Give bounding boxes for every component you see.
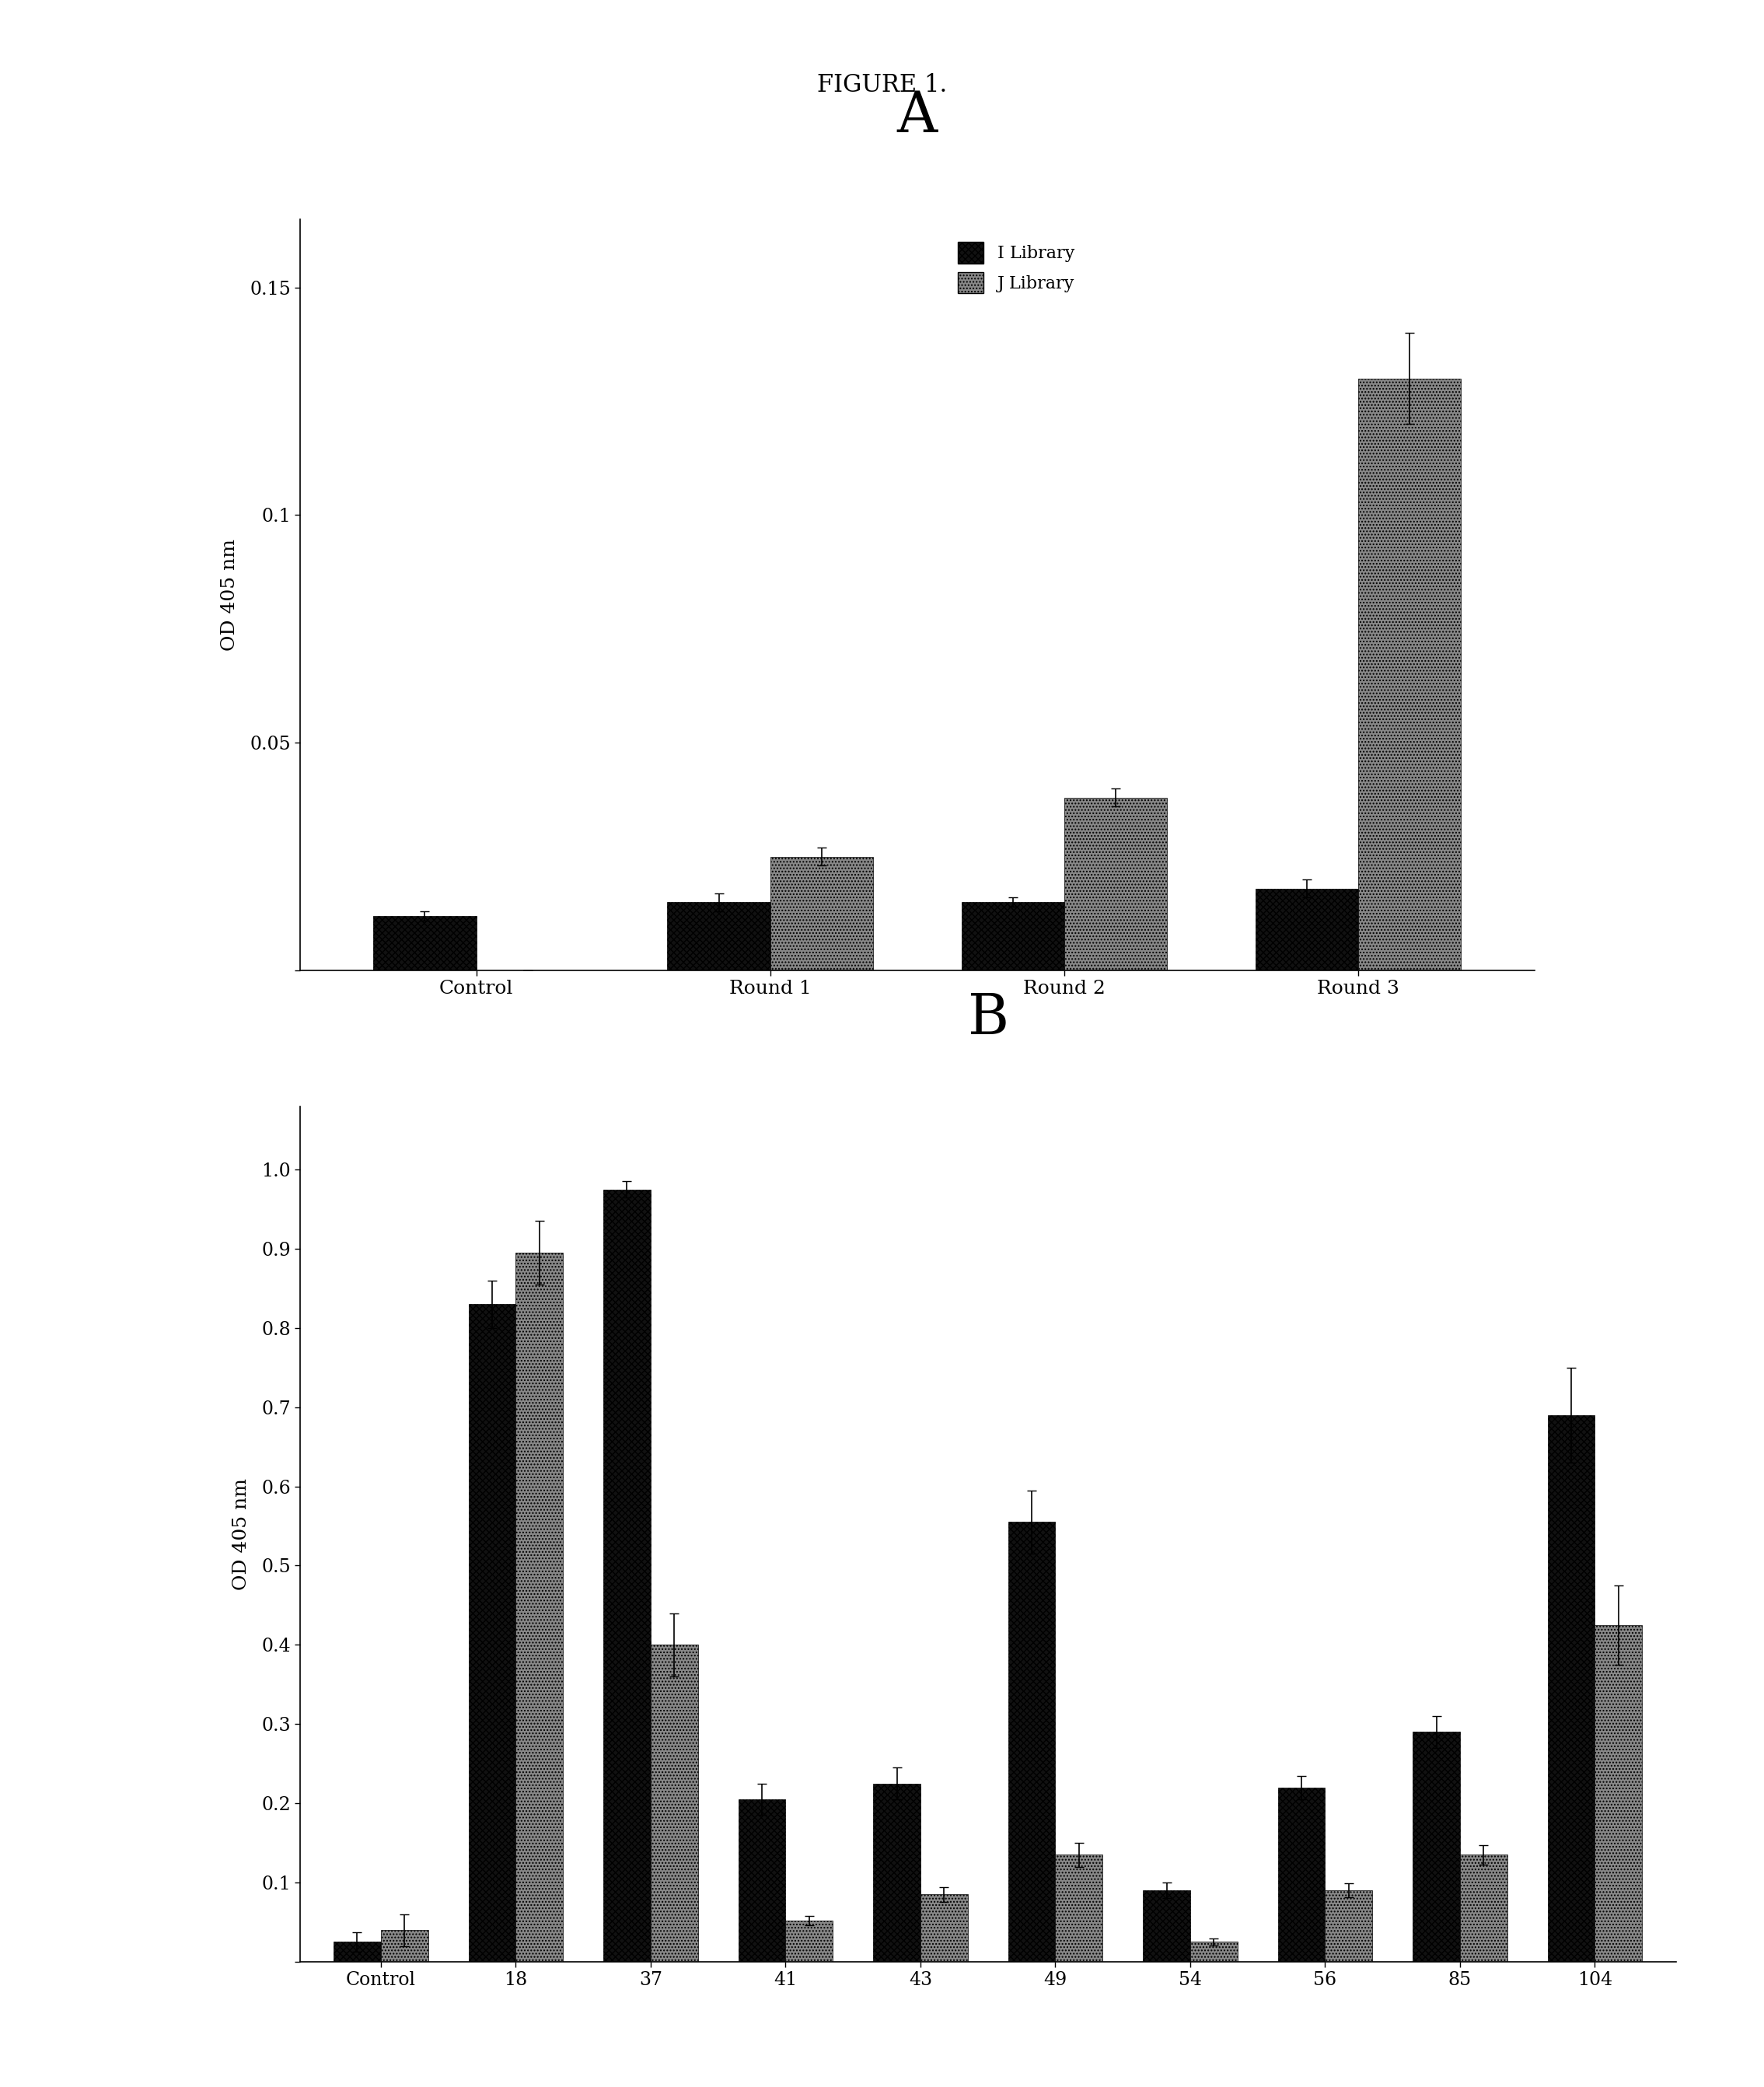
Bar [1191, 1943, 1237, 1962]
Bar [381, 1930, 429, 1962]
Bar [1277, 1786, 1325, 1962]
Bar [1547, 1415, 1595, 1962]
Text: B: B [967, 991, 1009, 1046]
Bar [1413, 1732, 1461, 1962]
Bar [873, 1784, 921, 1962]
Bar [1358, 378, 1461, 970]
Bar [1007, 1521, 1055, 1962]
Y-axis label: OD 405 nm: OD 405 nm [233, 1478, 250, 1590]
Text: A: A [898, 90, 937, 144]
Y-axis label: OD 405 nm: OD 405 nm [220, 538, 238, 651]
Bar [1055, 1855, 1102, 1962]
Text: FIGURE 1.: FIGURE 1. [817, 73, 947, 98]
Bar [739, 1799, 785, 1962]
Bar [921, 1895, 968, 1962]
Bar [1461, 1855, 1506, 1962]
Bar [651, 1645, 699, 1962]
Bar [1256, 889, 1358, 970]
Bar [1064, 797, 1168, 970]
Legend: I Library, J Library: I Library, J Library [951, 236, 1081, 301]
Bar [515, 1252, 563, 1962]
Bar [1595, 1626, 1642, 1962]
Bar [603, 1190, 651, 1962]
Bar [961, 902, 1064, 970]
Bar [333, 1943, 381, 1962]
Bar [1325, 1891, 1372, 1962]
Bar [667, 902, 771, 970]
Bar [374, 916, 476, 970]
Bar [469, 1304, 515, 1962]
Bar [785, 1920, 833, 1962]
Bar [771, 856, 873, 970]
Bar [1143, 1891, 1191, 1962]
